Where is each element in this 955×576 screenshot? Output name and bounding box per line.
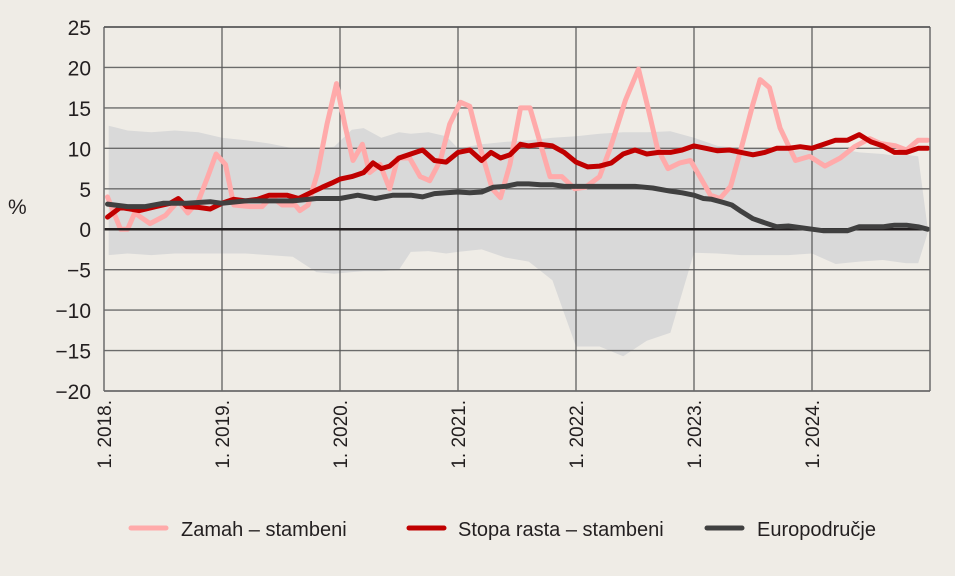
y-tick-label: 20 (68, 57, 91, 80)
y-tick-label: 5 (79, 179, 91, 202)
y-tick-label: −20 (55, 381, 91, 404)
legend: Zamah – stambeni Stopa rasta – stambeni … (128, 519, 876, 541)
legend-label-zamah: Zamah – stambeni (181, 519, 347, 541)
x-tick-label: 1. 2021. (449, 400, 470, 469)
legend-label-europodrucje: Europodručje (757, 519, 876, 541)
y-tick-label: −15 (55, 341, 91, 364)
x-tick-label: 1. 2020. (331, 400, 352, 469)
y-tick-label: −10 (55, 300, 91, 323)
y-tick-label: 10 (68, 138, 91, 161)
y-tick-label: 15 (68, 98, 91, 121)
x-tick-label: 1. 2018. (95, 400, 116, 469)
y-axis-label: % (8, 196, 27, 219)
legend-item-zamah: Zamah – stambeni (128, 519, 347, 541)
y-tick-label: 0 (79, 219, 91, 242)
legend-item-stopa-rasta: Stopa rasta – stambeni (406, 519, 664, 541)
y-tick-label: −5 (67, 260, 91, 283)
x-tick-label: 1. 2023. (685, 400, 706, 469)
series-line-2 (105, 181, 931, 234)
x-tick-label: 1. 2019. (213, 400, 234, 469)
y-tick-label: 25 (68, 17, 91, 40)
x-tick-label: 1. 2022. (567, 400, 588, 469)
legend-item-europodrucje: Europodručje (704, 519, 876, 541)
legend-label-stopa-rasta: Stopa rasta – stambeni (458, 519, 664, 541)
x-tick-label: 1. 2024. (803, 400, 824, 469)
